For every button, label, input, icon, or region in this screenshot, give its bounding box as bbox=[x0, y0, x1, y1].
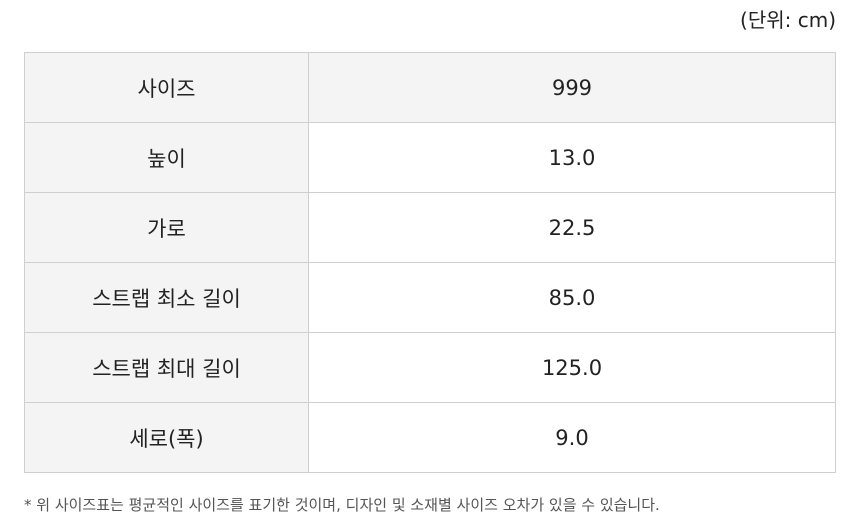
row-value: 999 bbox=[308, 52, 836, 123]
table-row-strap-max: 스트랩 최대 길이 125.0 bbox=[24, 332, 836, 403]
row-value: 125.0 bbox=[308, 332, 836, 403]
table-row-strap-min: 스트랩 최소 길이 85.0 bbox=[24, 262, 836, 333]
row-label: 스트랩 최대 길이 bbox=[24, 332, 309, 403]
row-value: 85.0 bbox=[308, 262, 836, 333]
table-row-width: 가로 22.5 bbox=[24, 192, 836, 263]
table-row-height: 높이 13.0 bbox=[24, 122, 836, 193]
row-label: 높이 bbox=[24, 122, 309, 193]
unit-note: (단위: cm) bbox=[740, 8, 836, 32]
size-table: 사이즈 999 높이 13.0 가로 22.5 스트랩 최소 길이 85.0 스… bbox=[24, 52, 836, 473]
row-value: 13.0 bbox=[308, 122, 836, 193]
row-label: 가로 bbox=[24, 192, 309, 263]
row-label: 스트랩 최소 길이 bbox=[24, 262, 309, 333]
table-row-depth: 세로(폭) 9.0 bbox=[24, 402, 836, 473]
row-value: 22.5 bbox=[308, 192, 836, 263]
row-value: 9.0 bbox=[308, 402, 836, 473]
row-label: 세로(폭) bbox=[24, 402, 309, 473]
footnote: * 위 사이즈표는 평균적인 사이즈를 표기한 것이며, 디자인 및 소재별 사… bbox=[24, 496, 660, 514]
row-label: 사이즈 bbox=[24, 52, 309, 123]
table-row-size: 사이즈 999 bbox=[24, 52, 836, 123]
